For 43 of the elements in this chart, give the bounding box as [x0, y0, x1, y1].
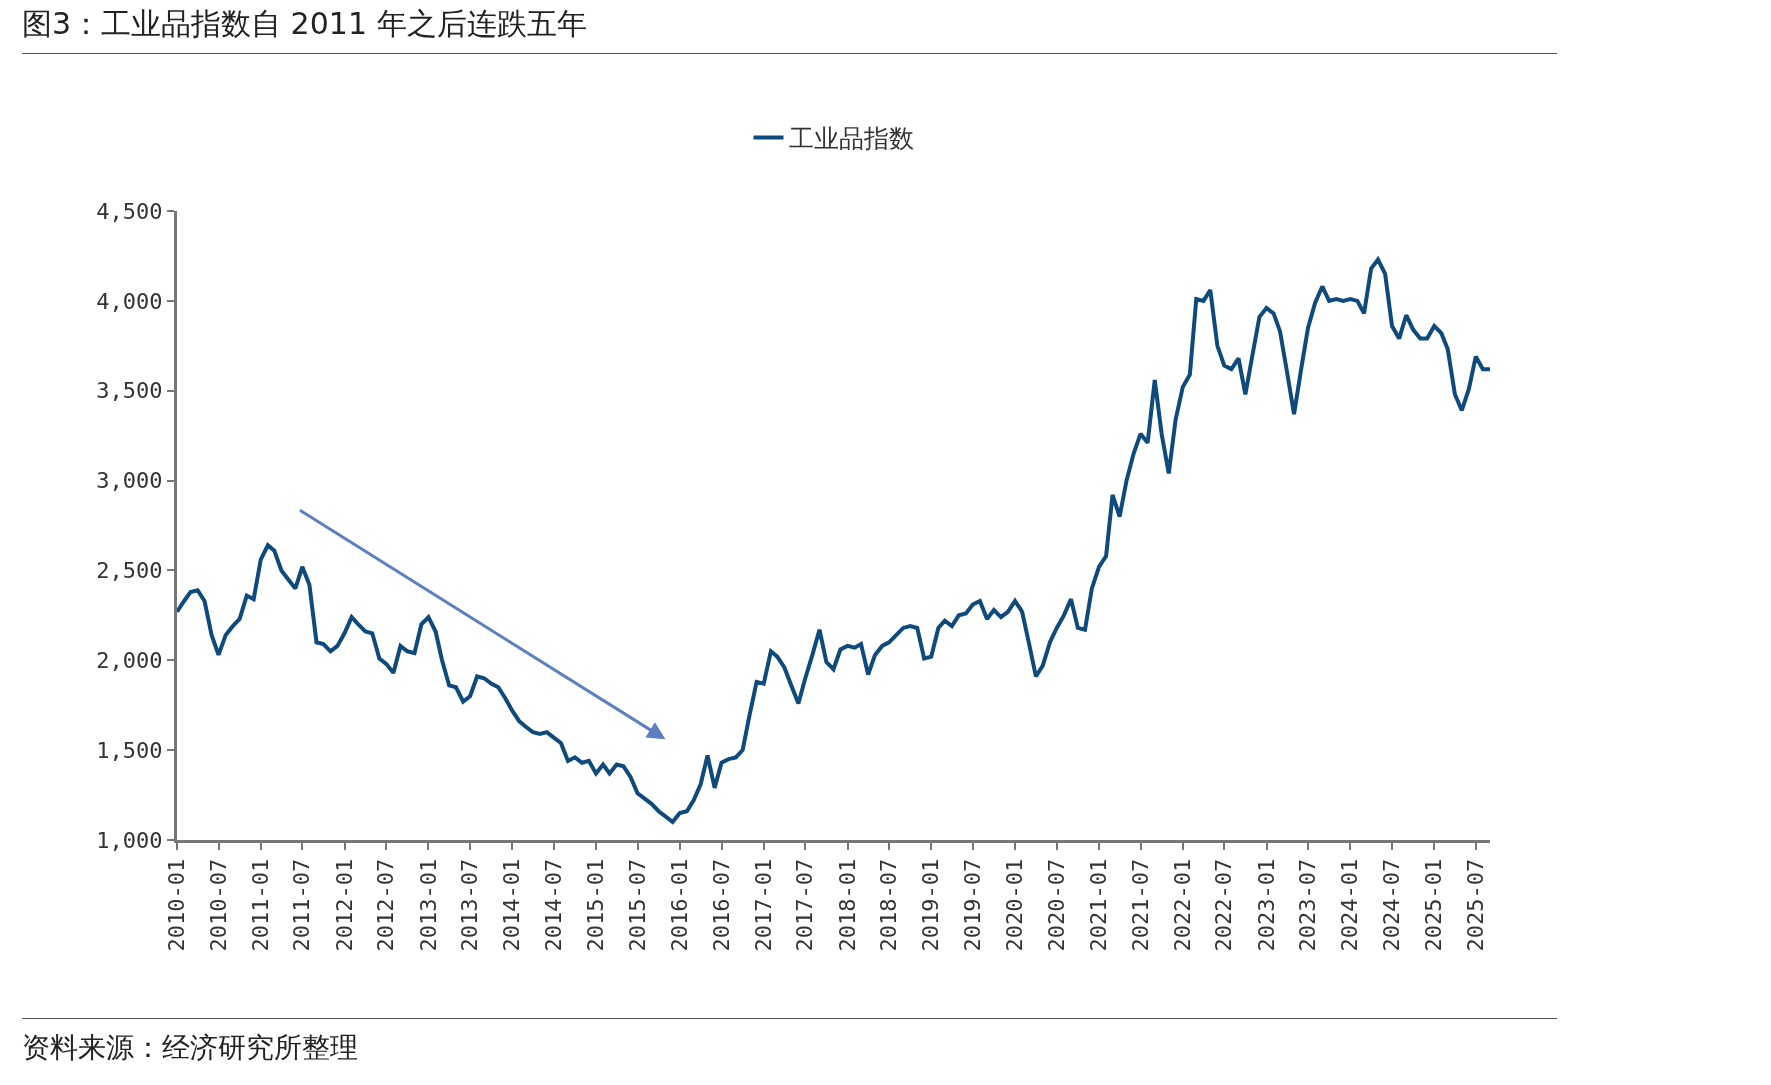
x-tick-label: 2017-07: [792, 858, 818, 952]
y-tick-label: 2,500: [96, 558, 163, 584]
x-tick-label: 2019-07: [959, 858, 985, 952]
y-tick-label: 1,000: [96, 827, 163, 853]
x-tick-label: 2012-07: [373, 858, 399, 952]
y-tick-label: 4,000: [96, 288, 163, 314]
x-tick-label: 2011-01: [247, 858, 273, 952]
x-tick-label: 2025-01: [1421, 858, 1447, 952]
legend-label: 工业品指数: [788, 124, 914, 154]
y-tick-label: 4,500: [96, 198, 163, 224]
x-tick-label: 2018-01: [834, 858, 860, 952]
x-tick-label: 2015-07: [624, 858, 650, 952]
y-tick-label: 3,500: [96, 378, 163, 404]
x-tick-label: 2015-01: [583, 858, 609, 952]
chart-title: 图3：工业品指数自 2011 年之后连跌五年: [22, 4, 1557, 54]
y-tick-label: 3,000: [96, 468, 163, 494]
x-tick-label: 2012-01: [331, 858, 357, 952]
x-tick-label: 2023-07: [1295, 858, 1321, 952]
x-tick-label: 2013-07: [457, 858, 483, 952]
x-tick-label: 2022-07: [1211, 858, 1237, 952]
y-tick-label: 2,000: [96, 647, 163, 673]
y-tick-label: 1,500: [96, 737, 163, 763]
x-tick-label: 2023-01: [1253, 858, 1279, 952]
x-tick-label: 2010-07: [205, 858, 231, 952]
text: 资料来源：经济研究所整理: [22, 1018, 1557, 1067]
x-tick-label: 2024-07: [1379, 858, 1405, 952]
x-tick-label: 2017-01: [750, 858, 776, 952]
x-tick-label: 2016-07: [708, 858, 734, 952]
x-tick-label: 2014-01: [499, 858, 525, 952]
x-tick-label: 2025-07: [1462, 858, 1488, 952]
x-tick-label: 2014-07: [540, 858, 566, 952]
x-tick-label: 2019-01: [918, 858, 944, 952]
x-tick-label: 2020-01: [1002, 858, 1028, 952]
x-tick-label: 2010-01: [164, 858, 190, 952]
x-tick-label: 2022-01: [1169, 858, 1195, 952]
x-tick-label: 2020-07: [1043, 858, 1069, 952]
x-tick-label: 2024-01: [1337, 858, 1363, 952]
x-tick-label: 2011-07: [289, 858, 315, 952]
x-tick-label: 2021-01: [1086, 858, 1112, 952]
x-tick-label: 2021-07: [1127, 858, 1153, 952]
x-tick-label: 2018-07: [876, 858, 902, 952]
x-tick-label: 2013-01: [415, 858, 441, 952]
x-tick-label: 2016-01: [666, 858, 692, 952]
